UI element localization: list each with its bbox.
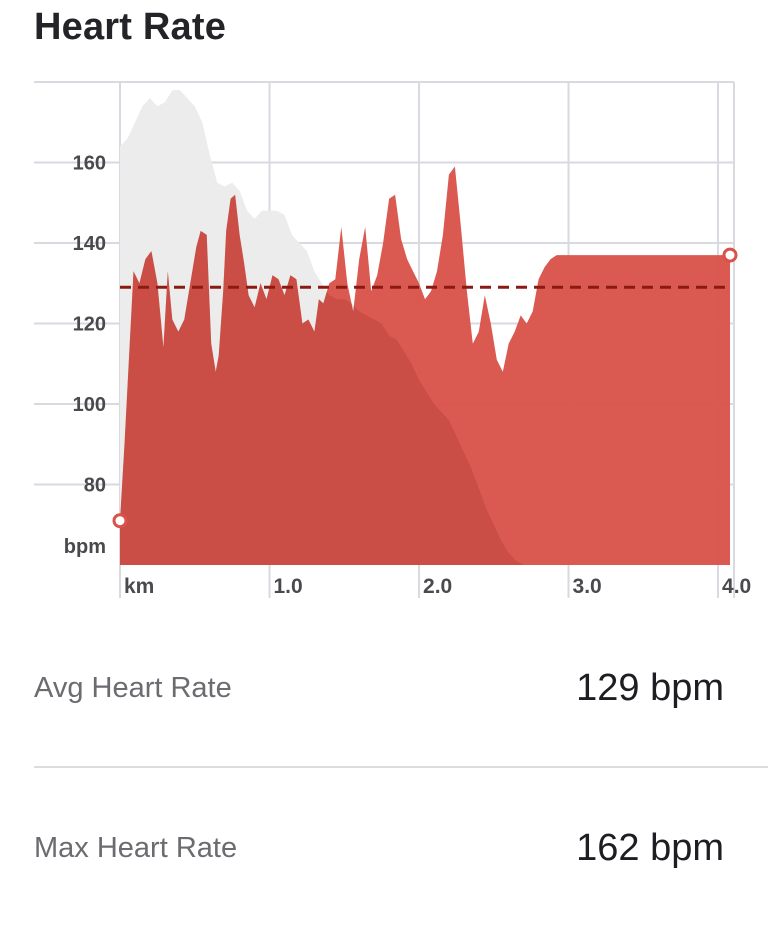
max-heart-rate-value: 162 bpm <box>576 826 724 869</box>
avg-heart-rate-value: 129 bpm <box>576 666 724 709</box>
end-marker <box>722 247 738 263</box>
x-tick-label: 1.0 <box>274 575 303 598</box>
chart-markers <box>112 247 738 529</box>
x-axis-label: km <box>124 575 154 598</box>
y-tick-label: 80 <box>84 475 106 497</box>
avg-heart-rate-row: Avg Heart Rate 129 bpm <box>34 658 724 718</box>
x-tick-label: 3.0 <box>573 575 602 598</box>
page-title: Heart Rate <box>34 6 227 48</box>
heart-rate-area-path <box>120 166 730 565</box>
x-tick-label: 2.0 <box>423 575 452 598</box>
heart-rate-area <box>120 166 730 565</box>
y-tick-label: 140 <box>73 233 106 255</box>
avg-heart-rate-label: Avg Heart Rate <box>34 671 232 704</box>
y-tick-label: 120 <box>73 314 106 336</box>
stats-divider <box>34 766 768 768</box>
start-marker <box>112 513 128 529</box>
max-heart-rate-row: Max Heart Rate 162 bpm <box>34 818 724 878</box>
y-axis-label: bpm <box>64 536 106 558</box>
x-tick-label: 4.0 <box>722 575 751 598</box>
y-tick-label: 100 <box>73 394 106 416</box>
max-heart-rate-label: Max Heart Rate <box>34 831 238 864</box>
y-tick-label: 160 <box>73 153 106 175</box>
